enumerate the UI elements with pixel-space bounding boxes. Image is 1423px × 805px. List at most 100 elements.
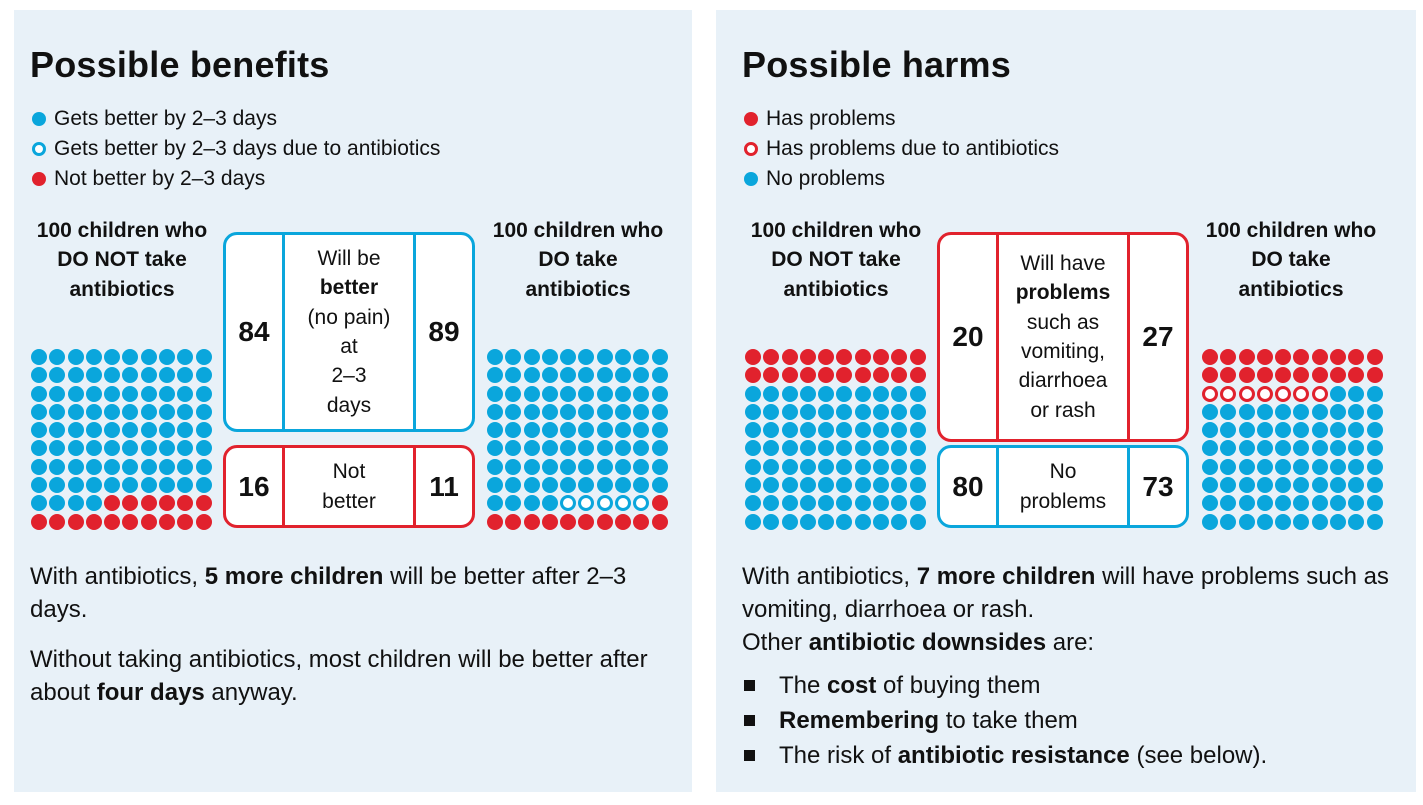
benefit-person-dot xyxy=(195,349,212,365)
harms-problems-caption: Will have problems such as vomiting, diarrho… xyxy=(996,235,1130,439)
benefit-person-dot xyxy=(49,349,66,365)
harm-person-dot xyxy=(1311,477,1328,494)
benefit-person-dot xyxy=(505,385,522,402)
benefit-person-dot xyxy=(140,349,157,365)
harm-person-dot xyxy=(799,458,816,475)
harm-person-dot xyxy=(1238,458,1255,475)
harm-person-dot xyxy=(836,477,853,494)
harm-person-dot xyxy=(891,495,908,512)
caption-line: Not xyxy=(332,460,366,484)
filled-blue-circle-icon xyxy=(32,112,46,126)
benefit-person-dot xyxy=(104,477,121,494)
benefit-person-dot xyxy=(560,440,577,457)
harm-person-dot xyxy=(1220,513,1237,530)
benefit-person-dot xyxy=(49,513,66,530)
benefit-person-dot xyxy=(560,403,577,420)
harms-legend: Has problems Has problems due to antibiot… xyxy=(744,104,1059,194)
harm-person-dot xyxy=(1311,495,1328,512)
benefit-person-dot xyxy=(140,403,157,420)
benefit-person-dot xyxy=(615,440,632,457)
benefit-person-dot xyxy=(122,477,139,494)
benefits-not-better-count-antibiotics: 11 xyxy=(429,470,459,502)
harm-person-dot xyxy=(1238,367,1255,384)
harms-no-problems-count-no-antibiotics: 80 xyxy=(952,470,984,502)
harm-person-dot xyxy=(1202,349,1218,365)
harm-person-dot xyxy=(1348,422,1365,439)
benefit-person-dot xyxy=(633,385,650,402)
benefit-person-dot xyxy=(140,385,157,402)
text-run: will have problems such as vomiting, dia… xyxy=(742,563,1389,623)
harm-person-dot xyxy=(1348,458,1365,475)
harm-person-dot xyxy=(909,422,926,439)
harm-person-dot xyxy=(745,458,761,475)
benefit-person-dot xyxy=(596,367,613,384)
harm-person-dot xyxy=(1330,403,1347,420)
harm-person-dot xyxy=(745,349,761,365)
benefit-person-dot xyxy=(67,422,84,439)
text-run: four days xyxy=(96,679,205,706)
benefit-person-dot xyxy=(541,422,558,439)
benefit-person-dot xyxy=(523,477,540,494)
harms-paragraph: With antibiotics, 7 more children will h… xyxy=(742,560,1392,626)
benefits-better-comparison-box: 84 Will be better (no pain) at 2–3 days 89 xyxy=(223,232,475,432)
benefit-person-dot xyxy=(67,440,84,457)
harm-person-dot xyxy=(818,385,835,402)
harm-person-dot xyxy=(909,495,926,512)
benefit-person-dot xyxy=(615,458,632,475)
text-run: (see below). xyxy=(1129,742,1268,769)
harm-person-dot xyxy=(1275,422,1292,439)
benefits-better-count-no-antibiotics: 84 xyxy=(238,316,270,347)
benefit-person-dot xyxy=(67,349,84,365)
harm-person-dot xyxy=(1202,458,1218,475)
text-run: are: xyxy=(1046,629,1095,656)
harm-person-dot xyxy=(799,440,816,457)
harm-person-dot xyxy=(1275,385,1292,402)
benefits-group-no-antibiotics-label: 100 children who DO NOT take antibiotics xyxy=(36,219,208,301)
caption-lines: Will be better (no pain) at 2–3 days xyxy=(308,244,391,420)
benefit-person-dot xyxy=(159,349,176,365)
harms-legend-item: Has problems due to antibiotics xyxy=(744,134,1059,164)
benefit-person-dot xyxy=(140,513,157,530)
benefit-person-dot xyxy=(651,440,668,457)
harms-problems-count-no-antibiotics: 20 xyxy=(952,321,984,352)
benefit-person-dot xyxy=(195,367,212,384)
benefit-person-dot xyxy=(31,477,47,494)
benefit-person-dot xyxy=(195,458,212,475)
benefit-person-dot xyxy=(49,422,66,439)
benefit-person-dot xyxy=(487,477,503,494)
caption-line: problems xyxy=(1015,281,1111,305)
benefits-legend-label: Gets better by 2–3 days xyxy=(54,107,277,130)
harm-person-dot xyxy=(873,349,890,365)
benefit-person-dot xyxy=(523,422,540,439)
harm-person-dot xyxy=(1238,513,1255,530)
harm-person-dot xyxy=(854,513,871,530)
harm-person-dot xyxy=(891,349,908,365)
benefit-person-dot xyxy=(177,385,194,402)
benefits-better-count-antibiotics: 89 xyxy=(428,316,460,347)
benefit-person-dot xyxy=(578,440,595,457)
benefit-person-dot xyxy=(615,403,632,420)
text-run: anyway. xyxy=(204,679,298,706)
harm-person-dot xyxy=(1311,385,1328,402)
benefit-person-dot xyxy=(578,385,595,402)
harm-person-dot xyxy=(836,349,853,365)
harm-person-dot xyxy=(854,385,871,402)
benefit-person-dot xyxy=(31,349,47,365)
caption-line: vomiting, xyxy=(1020,340,1106,363)
benefit-person-dot xyxy=(104,385,121,402)
caption-lines: No problems xyxy=(1020,457,1106,516)
harm-person-dot xyxy=(781,440,798,457)
harm-person-dot xyxy=(1220,422,1237,439)
benefit-person-dot xyxy=(49,495,66,512)
harm-person-dot xyxy=(1366,477,1383,494)
harms-group-no-antibiotics-label: 100 children who DO NOT take antibiotics xyxy=(750,219,922,301)
benefit-person-dot xyxy=(505,513,522,530)
harm-person-dot xyxy=(1330,385,1347,402)
harm-person-dot xyxy=(1293,440,1310,457)
harm-person-dot xyxy=(799,349,816,365)
benefit-person-dot xyxy=(122,440,139,457)
benefit-person-dot xyxy=(67,477,84,494)
benefit-person-dot xyxy=(523,495,540,512)
bullet-square-icon xyxy=(744,680,755,691)
benefit-person-dot xyxy=(177,367,194,384)
